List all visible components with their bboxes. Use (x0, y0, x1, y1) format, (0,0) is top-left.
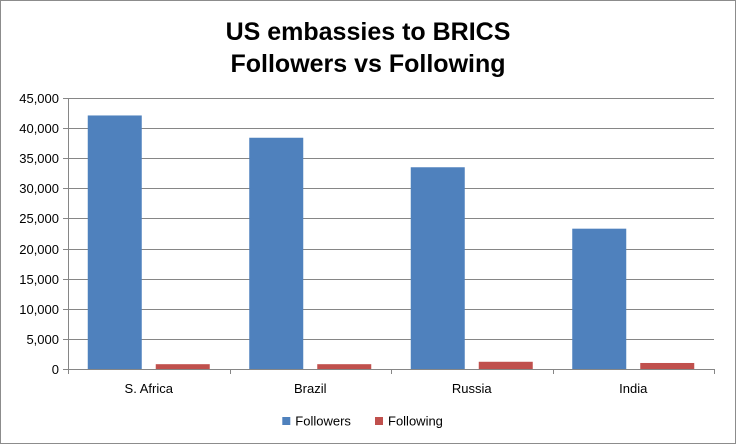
x-tick-label: India (619, 381, 648, 396)
y-tick-label: 30,000 (19, 181, 59, 196)
bar-following-russia (478, 361, 533, 369)
bar-followers-s-africa (87, 115, 142, 369)
legend-label-following: Following (388, 414, 443, 429)
bars (87, 115, 695, 369)
y-tick-label: 40,000 (19, 121, 59, 136)
legend-label-followers: Followers (295, 414, 351, 429)
bar-following-s-africa (155, 364, 210, 369)
bar-following-india (640, 362, 695, 369)
x-tick-label: Russia (452, 381, 493, 396)
y-axis: 0 5,000 10,000 15,000 20,000 25,000 30,000 35,0… (19, 91, 69, 377)
legend: Followers Following (282, 414, 443, 429)
legend-swatch-following (375, 417, 383, 425)
y-tick-label: 25,000 (19, 211, 59, 226)
y-tick-label: 35,000 (19, 151, 59, 166)
y-tick-label: 15,000 (19, 272, 59, 287)
y-tick-label: 20,000 (19, 242, 59, 257)
y-tick-label: 45,000 (19, 91, 59, 106)
bar-followers-india (572, 228, 627, 369)
x-tick-label: Brazil (294, 381, 327, 396)
y-tick-label: 0 (52, 362, 59, 377)
y-tick-label: 5,000 (26, 332, 59, 347)
bar-following-brazil (317, 364, 372, 369)
bar-followers-brazil (249, 137, 304, 369)
x-tick-label: S. Africa (125, 381, 174, 396)
bar-followers-russia (410, 167, 465, 369)
chart-title-line-1: US embassies to BRICS (226, 18, 511, 46)
x-axis: S. Africa Brazil Russia India (68, 369, 715, 396)
legend-swatch-followers (282, 417, 291, 425)
y-tick-label: 10,000 (19, 302, 59, 317)
chart-title-line-2: Followers vs Following (230, 50, 505, 78)
